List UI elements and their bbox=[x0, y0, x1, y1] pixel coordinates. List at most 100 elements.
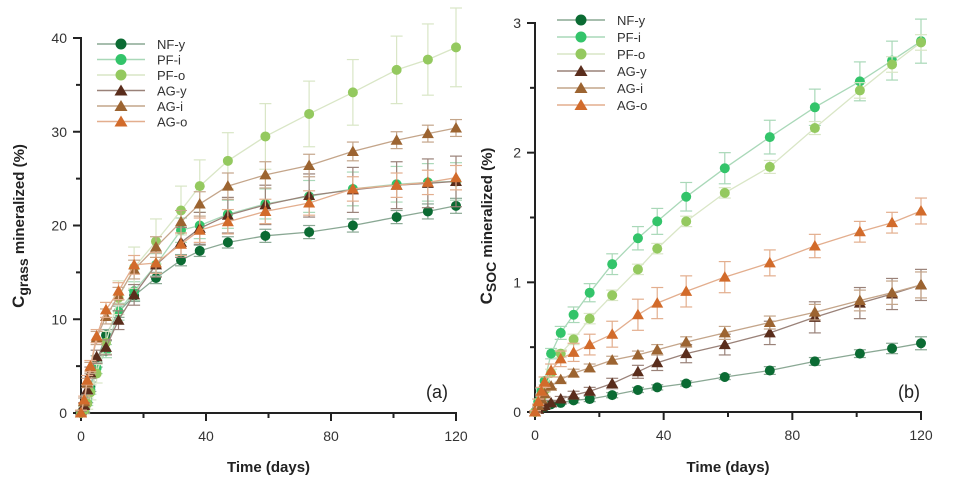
axes: 0 40 80 120 0 10 20 30 40 Time (days) Cgrass miner… bbox=[9, 30, 468, 476]
data-point bbox=[651, 343, 664, 355]
data-point bbox=[150, 257, 162, 268]
data-point bbox=[854, 85, 865, 96]
data-point bbox=[347, 220, 358, 231]
data-point bbox=[607, 259, 618, 270]
data-point bbox=[175, 215, 187, 227]
series-ag-y bbox=[529, 268, 927, 417]
data-point bbox=[451, 42, 461, 53]
data-point bbox=[112, 314, 125, 325]
x-tick-label: 120 bbox=[444, 428, 468, 444]
data-point bbox=[632, 264, 643, 275]
data-point bbox=[346, 182, 359, 194]
data-point bbox=[194, 181, 205, 192]
y-tick-label: 0 bbox=[59, 405, 67, 421]
data-point bbox=[632, 233, 643, 244]
data-point bbox=[652, 243, 663, 254]
data-point bbox=[90, 330, 103, 341]
data-point bbox=[304, 227, 315, 238]
data-point bbox=[853, 294, 866, 305]
legend-item: PF-o bbox=[557, 47, 645, 62]
x-tick-label: 40 bbox=[198, 428, 214, 444]
legend-item: AG-o bbox=[557, 98, 647, 113]
data-point bbox=[764, 161, 775, 172]
data-point bbox=[222, 155, 233, 166]
y-tick-label: 30 bbox=[51, 124, 67, 140]
data-point bbox=[606, 377, 619, 388]
data-point bbox=[680, 347, 693, 359]
legend-item: NF-y bbox=[97, 37, 186, 52]
data-point bbox=[390, 179, 403, 190]
data-point bbox=[259, 168, 272, 180]
data-point bbox=[681, 378, 692, 389]
y-axis-title: CSOC mineralized (%) bbox=[477, 148, 499, 305]
data-point bbox=[680, 335, 693, 347]
data-point bbox=[809, 123, 820, 134]
legend-label: PF-o bbox=[617, 47, 645, 62]
data-point bbox=[554, 373, 567, 385]
data-point bbox=[583, 338, 596, 350]
legend-item: PF-i bbox=[557, 30, 641, 45]
data-point bbox=[652, 216, 663, 227]
data-point bbox=[886, 216, 899, 228]
legend-circle-icon bbox=[575, 31, 587, 43]
data-point bbox=[346, 145, 359, 156]
plot-area bbox=[75, 7, 462, 418]
data-point bbox=[718, 271, 731, 282]
y-tick-label: 0 bbox=[513, 404, 521, 420]
y-tick-label: 20 bbox=[51, 218, 67, 234]
data-point bbox=[583, 361, 596, 373]
data-point bbox=[567, 389, 580, 400]
series-pf-i bbox=[529, 18, 927, 417]
data-point bbox=[652, 382, 663, 393]
legend-label: AG-i bbox=[157, 99, 183, 114]
data-point bbox=[422, 206, 433, 217]
series-pf-i bbox=[75, 162, 462, 418]
legend-item: AG-y bbox=[97, 84, 187, 99]
data-point bbox=[809, 102, 820, 113]
data-point bbox=[887, 59, 898, 70]
legend-label: PF-o bbox=[157, 68, 185, 83]
data-point bbox=[809, 356, 820, 367]
data-point bbox=[391, 64, 402, 75]
y-axis-title-main: C bbox=[477, 292, 496, 304]
legend-circle-icon bbox=[115, 38, 127, 50]
data-point bbox=[680, 285, 693, 296]
data-point bbox=[128, 258, 141, 270]
data-point bbox=[150, 241, 162, 252]
panel-a: 0 40 80 120 0 10 20 30 40 Time (days) Cgrass miner… bbox=[9, 7, 468, 476]
x-axis-title: Time (days) bbox=[227, 459, 310, 476]
data-point bbox=[631, 348, 644, 360]
data-point bbox=[719, 163, 730, 174]
y-axis-title-rest: mineralized (%) bbox=[479, 148, 496, 262]
legend-item: AG-i bbox=[557, 81, 643, 96]
data-point bbox=[632, 384, 643, 395]
data-point bbox=[546, 348, 557, 359]
legend: NF-yPF-iPF-oAG-yAG-iAG-o bbox=[97, 37, 187, 130]
data-point bbox=[887, 343, 898, 354]
data-point bbox=[391, 212, 402, 223]
legend-label: NF-y bbox=[157, 37, 186, 52]
data-point bbox=[421, 127, 434, 139]
series-line bbox=[80, 46, 457, 414]
plot-area bbox=[529, 18, 927, 417]
data-point bbox=[78, 393, 91, 405]
data-point bbox=[718, 338, 731, 350]
data-point bbox=[886, 286, 899, 298]
data-point bbox=[545, 396, 558, 408]
data-point bbox=[719, 371, 730, 382]
data-point bbox=[221, 180, 234, 191]
x-tick-label: 120 bbox=[909, 427, 933, 443]
legend-triangle-icon bbox=[114, 115, 128, 127]
data-point bbox=[260, 131, 271, 142]
legend-item: PF-i bbox=[97, 53, 181, 68]
data-point bbox=[90, 350, 103, 362]
data-point bbox=[568, 309, 579, 320]
data-point bbox=[584, 394, 595, 405]
y-tick-label: 40 bbox=[51, 30, 67, 46]
x-tick-label: 80 bbox=[323, 428, 339, 444]
data-point bbox=[854, 76, 865, 87]
data-point bbox=[75, 407, 87, 418]
legend-item: AG-y bbox=[557, 64, 647, 79]
data-point bbox=[260, 230, 271, 241]
